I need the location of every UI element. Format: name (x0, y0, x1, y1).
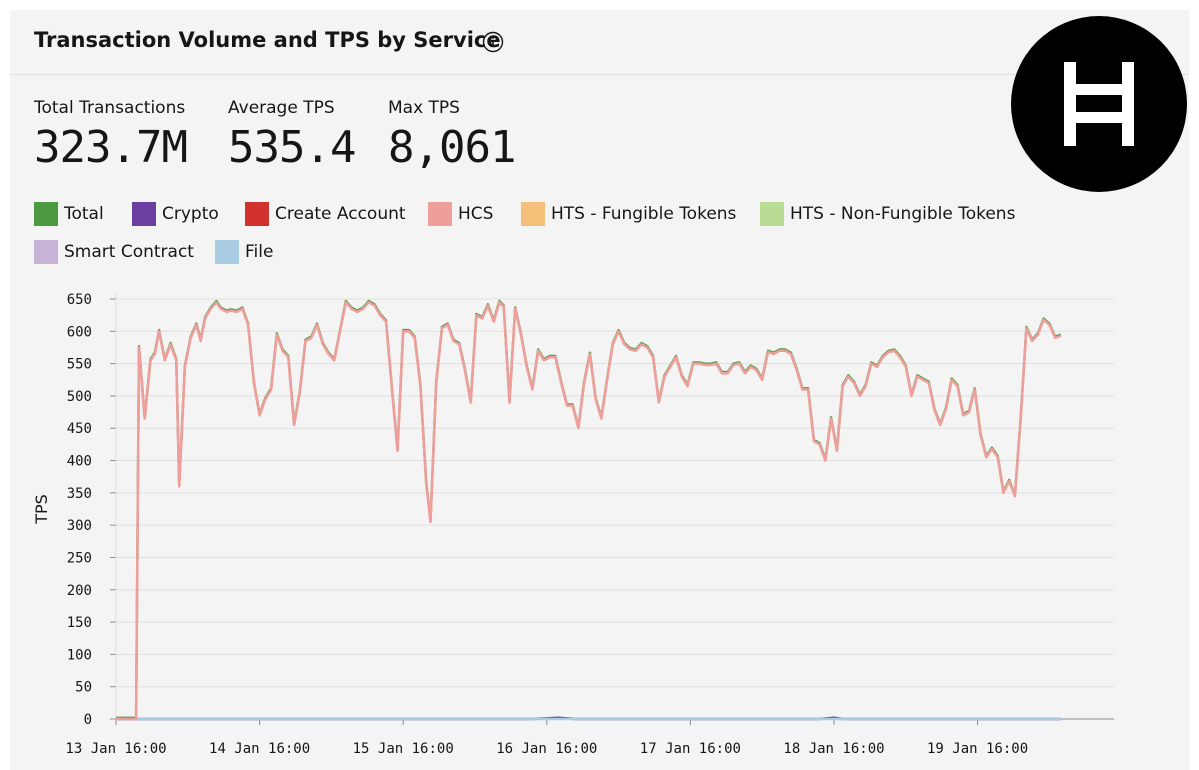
legend-swatch (245, 202, 269, 226)
legend-item-create-account[interactable]: Create Account (245, 202, 406, 226)
y-axis-label: TPS (32, 494, 51, 525)
stat-label: Total Transactions (34, 98, 186, 118)
legend-item-hcs[interactable]: HCS (428, 202, 493, 226)
x-tick-label: 13 Jan 16:00 (65, 741, 166, 757)
legend-swatch (34, 240, 58, 264)
x-tick-label: 15 Jan 16:00 (353, 741, 454, 757)
stat-value: 535.4 (228, 122, 356, 173)
legend-label: Create Account (275, 204, 406, 224)
y-tick-label: 600 (67, 324, 92, 340)
y-tick-label: 400 (67, 454, 92, 470)
x-tick-label: 14 Jan 16:00 (209, 741, 310, 757)
y-tick-label: 50 (75, 680, 92, 696)
logo-circle (1011, 16, 1187, 192)
x-tick-label: 17 Jan 16:00 (640, 741, 741, 757)
legend-swatch (521, 202, 545, 226)
legend-label: Smart Contract (64, 242, 194, 262)
legend-label: File (245, 242, 274, 262)
legend-swatch (132, 202, 156, 226)
stat-average-tps: Average TPS 535.4 (228, 98, 356, 173)
panel-header: Transaction Volume and TPS by Service (10, 10, 1189, 75)
y-tick-label: 300 (67, 518, 92, 534)
y-tick-label: 200 (67, 583, 92, 599)
chart-panel: Transaction Volume and TPS by Service To… (10, 10, 1189, 770)
legend-label: Total (64, 204, 104, 224)
stat-max-tps: Max TPS 8,061 (388, 98, 516, 173)
y-tick-label: 450 (67, 421, 92, 437)
y-tick-label: 150 (67, 615, 92, 631)
y-tick-label: 250 (67, 550, 92, 566)
y-tick-label: 0 (84, 712, 92, 728)
info-circle-icon[interactable] (482, 31, 504, 53)
y-tick-label: 550 (67, 357, 92, 373)
y-tick-label: 650 (67, 292, 92, 308)
legend-label: Crypto (162, 204, 219, 224)
legend-label: HCS (458, 204, 494, 224)
legend-item-file[interactable]: File (215, 240, 273, 264)
hedera-logo (1011, 16, 1187, 192)
y-tick-label: 100 (67, 647, 92, 663)
stat-label: Average TPS (228, 98, 335, 118)
series-line-hcs (116, 300, 1062, 721)
x-tick-label: 16 Jan 16:00 (496, 741, 597, 757)
legend-swatch (215, 240, 239, 264)
legend-swatch (428, 202, 452, 226)
legend-label: HTS - Non-Fungible Tokens (790, 204, 1016, 224)
x-tick-label: 19 Jan 16:00 (927, 741, 1028, 757)
y-tick-label: 500 (67, 389, 92, 405)
legend-swatch (760, 202, 784, 226)
stat-label: Max TPS (388, 98, 460, 118)
legend-item-hts-fungible[interactable]: HTS - Fungible Tokens (521, 202, 736, 226)
legend-item-total[interactable]: Total (34, 202, 104, 226)
stat-total-transactions: Total Transactions 323.7M (34, 98, 188, 173)
stat-value: 323.7M (34, 122, 188, 173)
page-title: Transaction Volume and TPS by Service (34, 28, 501, 52)
legend-label: HTS - Fungible Tokens (551, 204, 737, 224)
stat-value: 8,061 (388, 122, 516, 173)
legend-item-crypto[interactable]: Crypto (132, 202, 219, 226)
y-tick-label: 350 (67, 486, 92, 502)
x-tick-label: 18 Jan 16:00 (783, 741, 884, 757)
legend-swatch (34, 202, 58, 226)
legend-item-hts-non-fungible[interactable]: HTS - Non-Fungible Tokens (760, 202, 1015, 226)
legend-item-smart-contract[interactable]: Smart Contract (34, 240, 194, 264)
